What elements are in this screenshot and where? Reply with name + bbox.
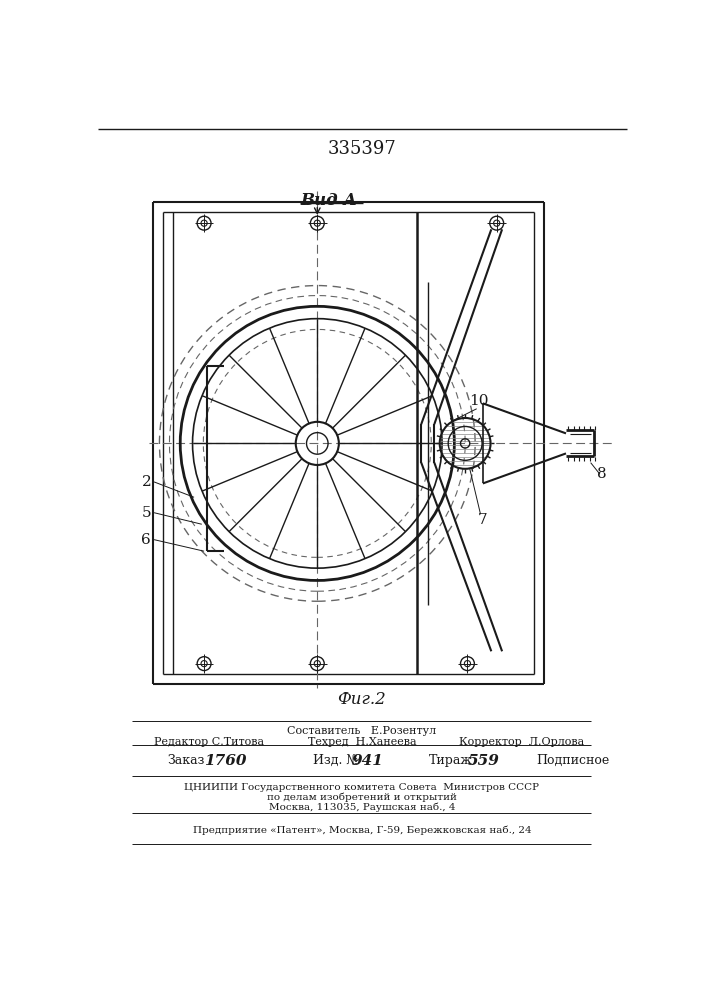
Text: Тираж: Тираж (429, 754, 473, 767)
Text: Предприятие «Патент», Москва, Г-59, Бережковская наб., 24: Предприятие «Патент», Москва, Г-59, Бере… (192, 825, 531, 835)
Text: 6: 6 (141, 533, 151, 547)
Text: ЦНИИПИ Государственного комитета Совета  Министров СССР: ЦНИИПИ Государственного комитета Совета … (185, 783, 539, 792)
Text: 559: 559 (467, 754, 499, 768)
Text: 10: 10 (469, 394, 489, 408)
Text: Изд. №: Изд. № (313, 754, 358, 767)
Text: 5: 5 (141, 506, 151, 520)
Text: Редактор С.Титова: Редактор С.Титова (154, 737, 264, 747)
Text: Техред  Н.Ханеева: Техред Н.Ханеева (308, 737, 416, 747)
Text: по делам изобретений и открытий: по делам изобретений и открытий (267, 793, 457, 802)
Text: Подписное: Подписное (537, 754, 610, 767)
Text: Заказ: Заказ (167, 754, 204, 767)
Text: 941: 941 (352, 754, 384, 768)
Text: 335397: 335397 (327, 140, 397, 158)
Text: 8: 8 (597, 467, 607, 481)
Text: Москва, 113035, Раушская наб., 4: Москва, 113035, Раушская наб., 4 (269, 803, 455, 812)
Text: Составитель   Е.Розентул: Составитель Е.Розентул (287, 726, 436, 736)
Text: 7: 7 (478, 513, 488, 527)
Text: Вид А: Вид А (300, 192, 357, 209)
Text: 1760: 1760 (204, 754, 247, 768)
Text: Корректор  Л.Орлова: Корректор Л.Орлова (459, 737, 584, 747)
Text: Фиг.2: Фиг.2 (337, 691, 386, 708)
Text: 2: 2 (141, 475, 151, 489)
